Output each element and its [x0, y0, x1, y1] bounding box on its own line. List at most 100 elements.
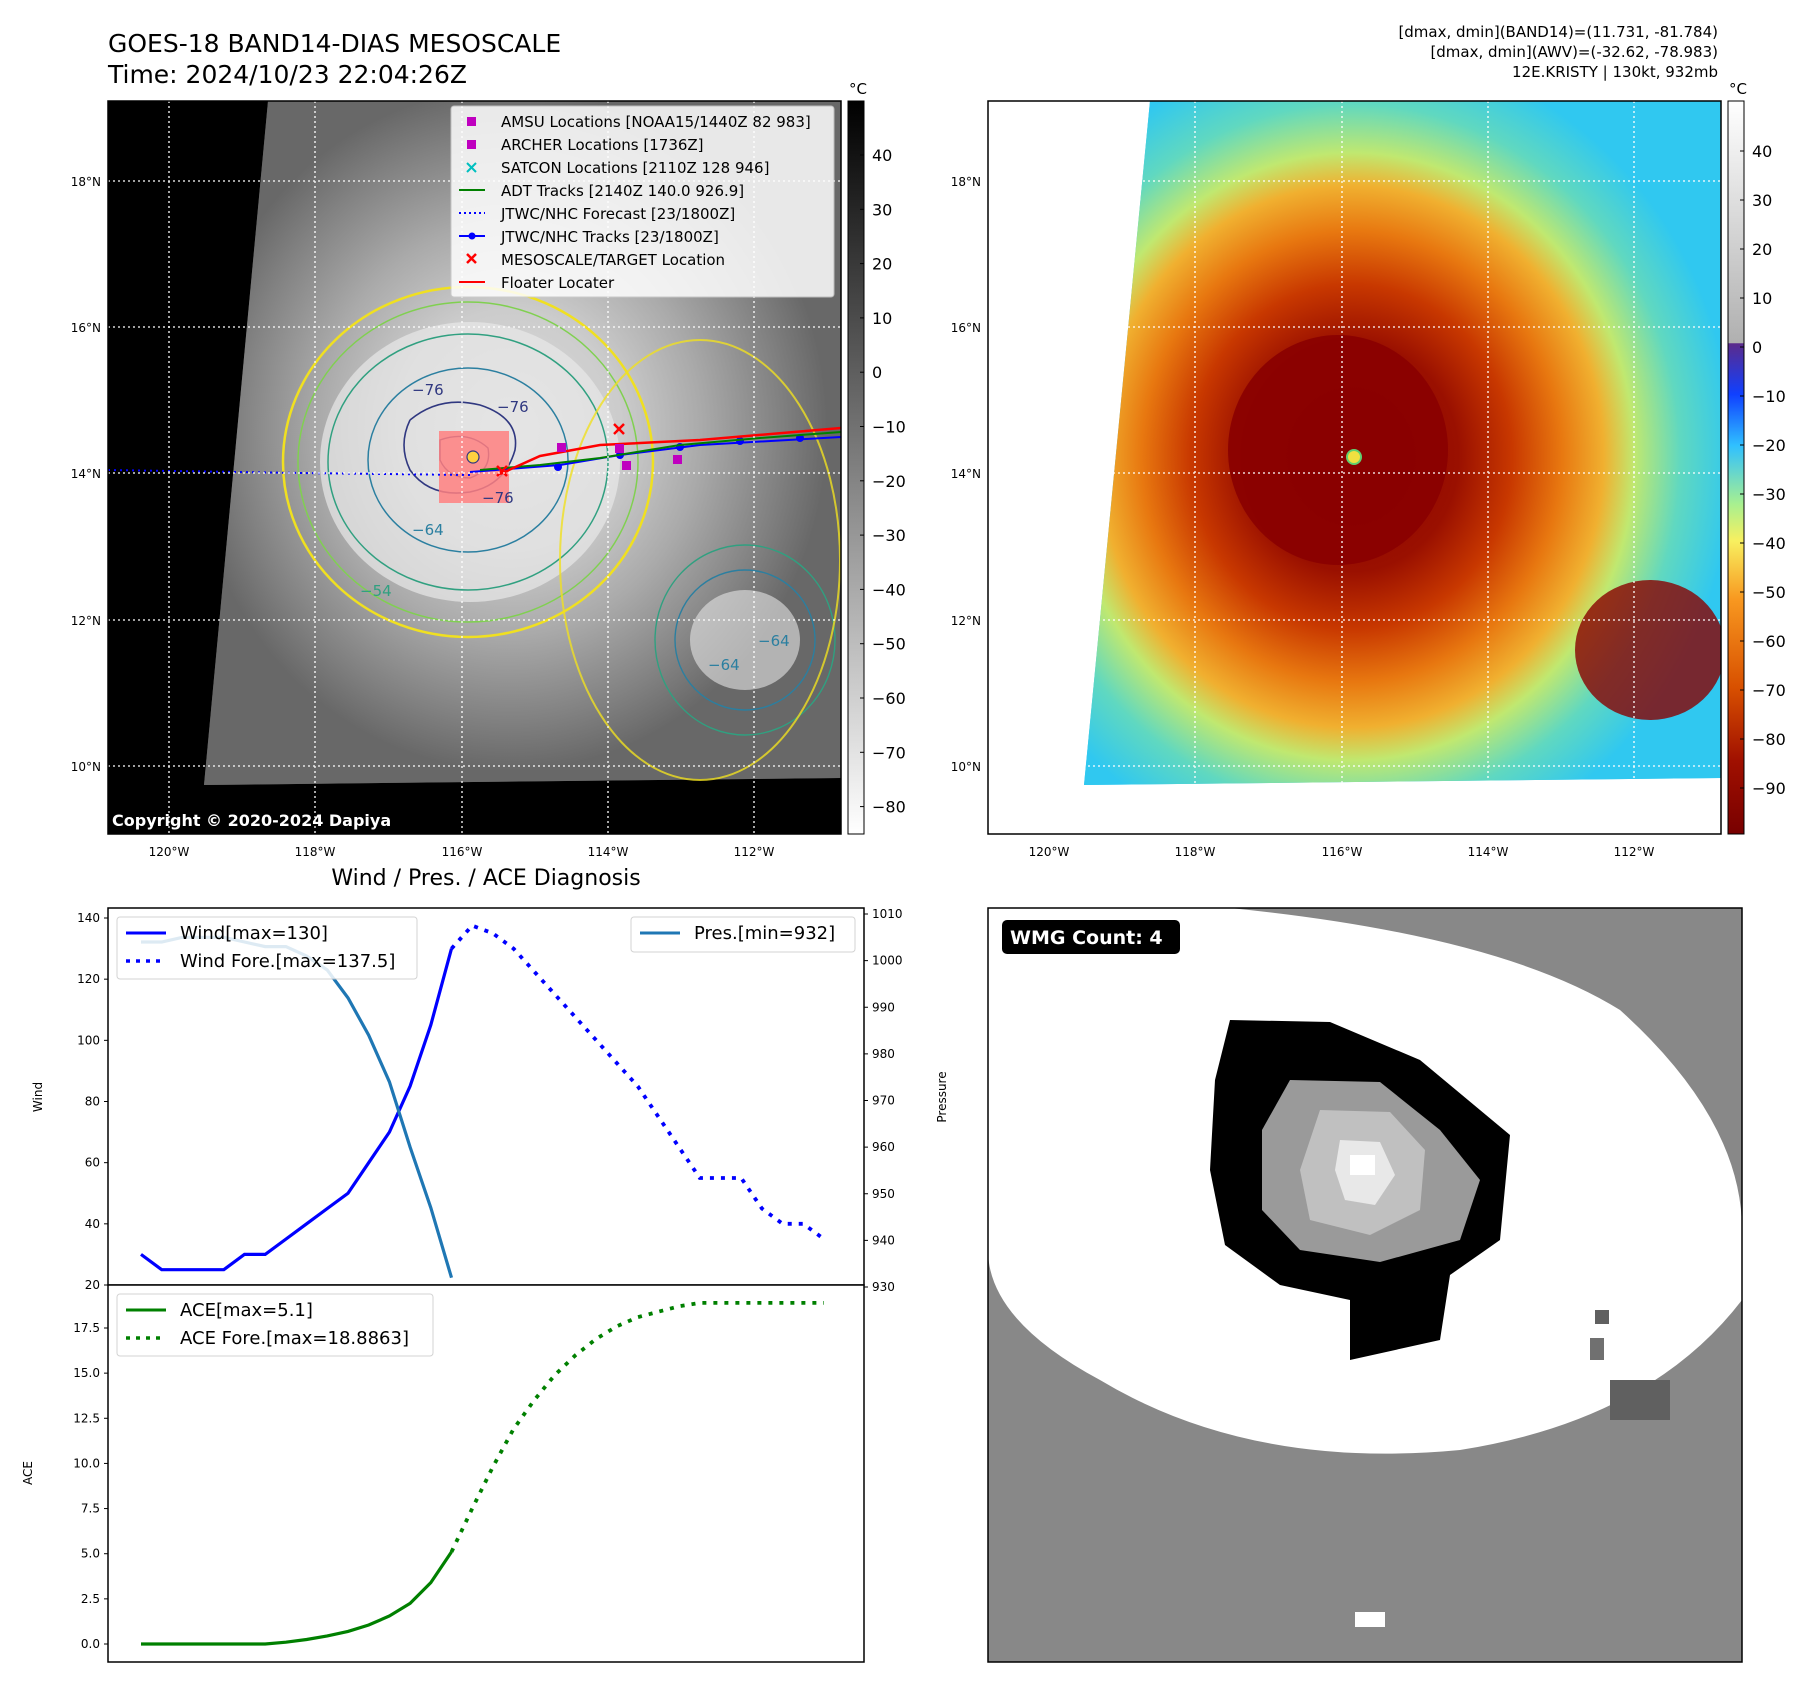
legend-label: Floater Locater — [501, 274, 615, 292]
pressure-tick-label: 970 — [872, 1094, 895, 1108]
lat-label: 16°N — [951, 321, 981, 335]
colorbar-tick-label: 0 — [1752, 338, 1762, 357]
legend-label: ADT Tracks [2140Z 140.0 926.9] — [501, 182, 744, 200]
wind-tick-label: 60 — [85, 1156, 100, 1170]
wmg-count-label: WMG Count: 4 — [1010, 927, 1163, 949]
ace-series-line-0 — [141, 1551, 453, 1646]
colorbar-tick-label: 30 — [872, 200, 892, 219]
colorbar-tick-label: 20 — [1752, 240, 1772, 259]
stats-line-1: [dmax, dmin](BAND14)=(11.731, -81.784) — [1398, 23, 1718, 41]
legend-label: Wind Fore.[max=137.5] — [180, 951, 395, 972]
contour-label: −76 — [482, 489, 514, 507]
wmg-panel — [988, 908, 1742, 1662]
colorbar-tick-label: −10 — [1752, 387, 1786, 406]
pressure-tick-label: 940 — [872, 1233, 895, 1247]
lon-label: 114°W — [1468, 845, 1509, 859]
title-line-1: GOES-18 BAND14-DIAS MESOSCALE — [108, 29, 562, 58]
wind-tick-label: 20 — [85, 1278, 100, 1292]
colorbar-tick-label: 30 — [1752, 191, 1772, 210]
legend-marker — [467, 117, 476, 126]
colorbar-tick-label: −40 — [1752, 534, 1786, 553]
pressure-tick-label: 960 — [872, 1140, 895, 1154]
lon-label: 120°W — [149, 845, 190, 859]
legend-label: ARCHER Locations [1736Z] — [501, 136, 704, 154]
colorbar-tick-label: −30 — [872, 526, 906, 545]
legend-label: Wind[max=130] — [180, 923, 328, 944]
right-map-grid — [988, 101, 1721, 834]
wind-legend — [116, 916, 418, 980]
colorbar-tick-label: 0 — [872, 363, 882, 382]
wind-tick-label: 80 — [85, 1095, 100, 1109]
colorbar-tick-label: −30 — [1752, 485, 1786, 504]
colorbar-tick-label: −80 — [1752, 730, 1786, 749]
diagnosis-title: Wind / Pres. / ACE Diagnosis — [331, 866, 640, 891]
legend-label: ACE Fore.[max=18.8863] — [180, 1328, 409, 1349]
colorbar-tick-label: −90 — [1752, 779, 1786, 798]
colorbar-tick-label: −10 — [872, 418, 906, 437]
ace-tick-label: 15.0 — [73, 1366, 100, 1380]
floater-track — [499, 426, 841, 476]
legend-label: Pres.[min=932] — [694, 923, 835, 944]
colorbar-tick-label: −40 — [872, 580, 906, 599]
series-line-1 — [450, 923, 826, 1241]
lon-label: 114°W — [588, 845, 629, 859]
lat-label: 10°N — [71, 760, 101, 774]
lon-label: 120°W — [1029, 845, 1070, 859]
wind-tick-label: 120 — [77, 972, 100, 986]
colorbar-tick-label: 10 — [872, 309, 892, 328]
wind-tick-label: 40 — [85, 1217, 100, 1231]
colorbar-tick-label: 20 — [872, 255, 892, 274]
lon-label: 116°W — [442, 845, 483, 859]
right-colorbar: °C 40 30 20 10 0 −10 −20 −30 −40 −50 −60 −70 −80 −90 — [1727, 80, 1786, 835]
colorbar-tick-label: −70 — [872, 743, 906, 762]
legend-label: AMSU Locations [NOAA15/1440Z 82 983] — [501, 113, 811, 131]
colorbar-tick-label: −60 — [872, 689, 906, 708]
ace-axis-label: ACE — [21, 1461, 35, 1485]
series-line-0 — [140, 948, 454, 1272]
copyright-text: Copyright © 2020-2024 Dapiya — [112, 811, 391, 830]
pressure-tick-label: 950 — [872, 1187, 895, 1201]
colorbar-tick-label: −20 — [1752, 436, 1786, 455]
map-legend: AMSU Locations [NOAA15/1440Z 82 983] ARC… — [450, 105, 835, 298]
lat-label: 12°N — [71, 614, 101, 628]
lat-label: 18°N — [951, 175, 981, 189]
ace-tick-label: 10.0 — [73, 1456, 100, 1470]
lon-label: 112°W — [734, 845, 775, 859]
left-colorbar: °C 40 30 20 10 0 −10 −20 −30 −40 −50 −60 −70 −80 — [847, 80, 906, 835]
colorbar-tick-label: −80 — [872, 798, 906, 817]
left-map-lon-labels: 120°W 118°W 116°W 114°W 112°W — [149, 845, 775, 859]
ace-tick-label: 2.5 — [81, 1592, 100, 1606]
ace-tick-label: 7.5 — [81, 1502, 100, 1516]
lat-label: 10°N — [951, 760, 981, 774]
legend-label: ACE[max=5.1] — [180, 1300, 313, 1321]
pressure-tick-label: 990 — [872, 1000, 895, 1014]
lat-label: 12°N — [951, 614, 981, 628]
lon-label: 118°W — [1175, 845, 1216, 859]
colorbar-unit: °C — [1729, 80, 1747, 98]
lon-label: 116°W — [1322, 845, 1363, 859]
colorbar-tick-label: 40 — [872, 146, 892, 165]
legend-marker — [466, 162, 477, 173]
wind-axis-label: Wind — [31, 1082, 45, 1112]
ace-legend — [116, 1293, 434, 1357]
stats-block: [dmax, dmin](BAND14)=(11.731, -81.784) [… — [1398, 22, 1718, 82]
colorbar-tick-label: −50 — [1752, 583, 1786, 602]
pressure-axis-label: Pressure — [935, 1071, 949, 1122]
ace-tick-label: 17.5 — [73, 1321, 100, 1335]
lon-label: 112°W — [1614, 845, 1655, 859]
right-map-lat-labels: 18°N 16°N 14°N 12°N 10°N — [951, 175, 981, 774]
lon-label: 118°W — [295, 845, 336, 859]
contour-labels: −76 −76 −76 −64 −54 −64 −64 — [360, 381, 790, 674]
pressure-tick-label: 980 — [872, 1047, 895, 1061]
pressure-legend — [630, 916, 856, 953]
contour-label: −64 — [412, 521, 444, 539]
colorbar-tick-label: 10 — [1752, 289, 1772, 308]
right-map-lon-labels: 120°W 118°W 116°W 114°W 112°W — [1029, 845, 1655, 859]
colorbar-tick-label: −20 — [872, 472, 906, 491]
colorbar-tick-label: −60 — [1752, 632, 1786, 651]
title-line-2: Time: 2024/10/23 22:04:26Z — [108, 60, 467, 89]
colorbar-tick-label: −50 — [872, 635, 906, 654]
contour-label: −64 — [708, 656, 740, 674]
stats-line-3: 12E.KRISTY | 130kt, 932mb — [1512, 63, 1718, 81]
